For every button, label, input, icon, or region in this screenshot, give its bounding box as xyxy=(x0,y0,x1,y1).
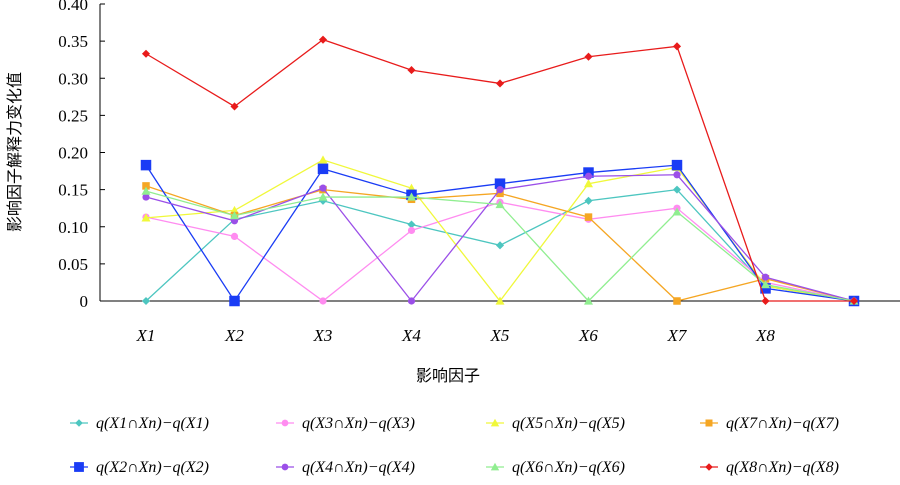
x-tick-label: X1 xyxy=(136,326,156,345)
x-tick-label: X7 xyxy=(667,326,688,345)
data-point xyxy=(230,211,239,220)
data-point xyxy=(495,199,505,209)
data-point xyxy=(760,283,771,294)
data-point xyxy=(495,241,505,250)
data-point xyxy=(142,182,150,190)
x-tick-label: X4 xyxy=(401,326,421,345)
data-point xyxy=(141,296,151,306)
data-point xyxy=(584,296,593,305)
data-point xyxy=(584,179,593,188)
series-layer xyxy=(140,35,860,307)
data-point xyxy=(673,297,681,305)
data-point xyxy=(229,295,240,307)
legend-marker xyxy=(281,419,289,427)
legend-item: q(X7∩Xn)−q(X7) xyxy=(700,415,839,432)
data-point xyxy=(407,192,416,201)
data-point xyxy=(140,159,152,171)
legend-marker xyxy=(705,419,713,427)
data-point xyxy=(317,163,329,175)
legend-item: q(X8∩Xn)−q(X8) xyxy=(700,459,839,476)
data-point xyxy=(318,155,328,164)
data-point xyxy=(672,207,682,216)
data-point xyxy=(584,213,593,221)
y-tick-label: 0.10 xyxy=(58,218,88,237)
data-point xyxy=(319,297,327,305)
data-point xyxy=(495,296,505,305)
data-point xyxy=(761,296,770,306)
data-point xyxy=(318,192,328,201)
data-point xyxy=(496,186,504,194)
data-point xyxy=(318,35,328,44)
data-point xyxy=(496,189,504,198)
legend-item: q(X3∩Xn)−q(X3) xyxy=(276,415,415,432)
data-point xyxy=(230,102,239,111)
legend-marker xyxy=(74,462,84,472)
data-point xyxy=(319,184,327,192)
chart-axes: 0 0.05 0.10 0.15 0.20 0.25 0.30 0.35 0.40 X1 X2 X3 X… xyxy=(58,0,900,345)
legend-item: q(X5∩Xn)−q(X5) xyxy=(486,415,625,432)
legend-marker xyxy=(490,462,500,471)
y-tick-label: 0 xyxy=(80,292,89,311)
x-tick-label: X6 xyxy=(578,326,598,345)
x-tick-label: X8 xyxy=(755,326,775,345)
legend-label: q(X8∩Xn)−q(X8) xyxy=(726,459,839,476)
data-point xyxy=(584,172,593,180)
x-tick-label: X2 xyxy=(224,326,244,345)
data-point xyxy=(407,220,416,229)
legend-label: q(X5∩Xn)−q(X5) xyxy=(512,415,625,432)
data-point xyxy=(407,226,416,235)
legend-marker xyxy=(705,463,713,471)
series-5 xyxy=(140,159,860,307)
data-point xyxy=(672,185,682,194)
y-tick-label: 0.35 xyxy=(58,32,88,51)
y-axis-title: 影响因子解释力变化值 xyxy=(5,72,24,232)
legend-item: q(X1∩Xn)−q(X1) xyxy=(70,415,209,432)
data-point xyxy=(230,232,239,241)
legend-marker xyxy=(490,418,500,427)
legend-label: q(X2∩Xn)−q(X2) xyxy=(96,459,209,476)
data-point xyxy=(141,186,151,195)
legend-label: q(X7∩Xn)−q(X7) xyxy=(726,415,839,432)
legend-label: q(X6∩Xn)−q(X6) xyxy=(512,459,625,476)
y-tick-label: 0.40 xyxy=(58,0,88,14)
data-point xyxy=(407,66,416,75)
legend-item: q(X6∩Xn)−q(X6) xyxy=(486,459,625,476)
data-point xyxy=(494,178,506,189)
y-tick-label: 0.30 xyxy=(58,69,88,88)
data-point xyxy=(849,296,859,306)
series-6 xyxy=(142,171,858,305)
legend-label: q(X4∩Xn)−q(X4) xyxy=(302,459,415,476)
legend-item: q(X2∩Xn)−q(X2) xyxy=(70,459,209,476)
legend-marker xyxy=(75,419,83,427)
data-point xyxy=(141,49,151,58)
data-point xyxy=(141,213,151,222)
chart-legend: q(X1∩Xn)−q(X1) q(X3∩Xn)−q(X3) q(X5∩Xn)−q(X… xyxy=(70,415,839,476)
data-point xyxy=(671,159,683,171)
data-point xyxy=(318,196,328,205)
data-point xyxy=(142,193,150,201)
legend-label: q(X3∩Xn)−q(X3) xyxy=(302,415,415,432)
x-axis-title: 影响因子 xyxy=(416,366,480,385)
data-point xyxy=(584,52,593,61)
legend-label: q(X1∩Xn)−q(X1) xyxy=(96,415,209,432)
data-point xyxy=(673,171,681,179)
y-tick-label: 0.25 xyxy=(58,106,88,125)
data-point xyxy=(761,280,770,289)
x-tick-label: X5 xyxy=(490,326,510,345)
x-tick-label: X3 xyxy=(313,326,333,345)
legend-marker xyxy=(281,463,289,471)
data-point xyxy=(495,79,505,88)
data-point xyxy=(584,196,593,205)
y-tick-label: 0.15 xyxy=(58,181,88,200)
data-point xyxy=(761,273,770,281)
y-tick-label: 0.20 xyxy=(58,144,88,163)
y-tick-label: 0.05 xyxy=(58,255,88,274)
legend-item: q(X4∩Xn)−q(X4) xyxy=(276,459,415,476)
series-8 xyxy=(141,35,859,306)
data-point xyxy=(407,297,416,305)
data-point xyxy=(583,167,594,178)
data-point xyxy=(672,42,682,51)
